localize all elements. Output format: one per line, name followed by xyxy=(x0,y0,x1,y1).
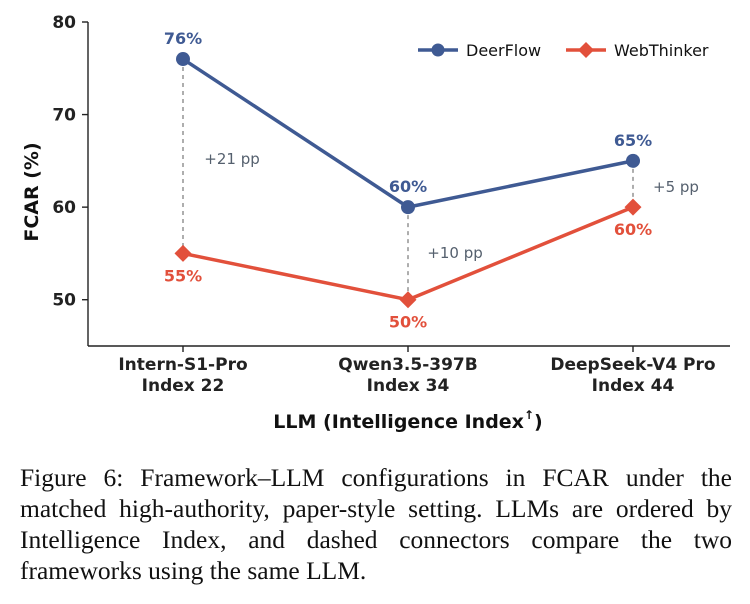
marker-webthinker xyxy=(174,244,192,262)
value-label-webthinker: 55% xyxy=(164,266,202,285)
y-tick-label: 50 xyxy=(52,291,76,311)
x-tick-label-model: DeepSeek-V4 Pro xyxy=(550,355,715,375)
figure-caption: Figure 6: Framework–LLM configurations i… xyxy=(20,463,732,585)
series-line-webthinker xyxy=(182,205,634,302)
legend-item-webthinker: WebThinker xyxy=(566,41,709,60)
gap-label: +21 pp xyxy=(204,150,259,168)
gap-label: +10 pp xyxy=(427,244,482,262)
x-tick-label-model: Qwen3.5-397B xyxy=(338,355,477,375)
series-markers xyxy=(174,52,642,309)
legend-label-deerflow: DeerFlow xyxy=(466,41,541,60)
y-ticks: 50 60 70 80 xyxy=(52,13,88,311)
x-axis-title-sup: ↑ xyxy=(524,408,534,422)
value-label-webthinker: 50% xyxy=(389,313,427,332)
marker-webthinker xyxy=(624,198,642,216)
gap-labels: +21 pp +10 pp +5 pp xyxy=(204,150,699,262)
marker-webthinker xyxy=(399,291,417,309)
x-axis-title-close: ) xyxy=(534,411,543,433)
legend: DeerFlow WebThinker xyxy=(418,41,709,60)
x-tick-label-model: Intern-S1-Pro xyxy=(118,355,247,375)
value-label-deerflow: 60% xyxy=(389,177,427,196)
dashed-connectors xyxy=(182,59,634,300)
legend-marker-deerflow xyxy=(431,43,445,57)
y-axis-title: FCAR (%) xyxy=(21,142,43,241)
x-tick-label-index: Index 22 xyxy=(142,376,225,396)
x-tick-label-index: Index 34 xyxy=(367,376,450,396)
marker-deerflow xyxy=(626,153,640,168)
x-tick-label-index: Index 44 xyxy=(592,376,675,396)
y-tick-label: 70 xyxy=(52,106,76,126)
y-tick-label: 80 xyxy=(52,13,76,33)
y-tick-label: 60 xyxy=(52,198,76,218)
value-labels: 76% 60% 65% 55% 50% 60% xyxy=(164,29,652,332)
value-label-deerflow: 65% xyxy=(614,131,652,150)
legend-item-deerflow: DeerFlow xyxy=(418,41,541,60)
legend-marker-webthinker xyxy=(578,42,594,58)
value-label-webthinker: 60% xyxy=(614,220,652,239)
marker-deerflow xyxy=(401,200,415,215)
x-axis-title-main: LLM (Intelligence Index xyxy=(273,411,524,433)
gap-label: +5 pp xyxy=(653,178,699,196)
x-axis-title: LLM (Intelligence Index↑) xyxy=(273,408,542,433)
legend-label-webthinker: WebThinker xyxy=(614,41,709,60)
value-label-deerflow: 76% xyxy=(164,29,202,48)
marker-deerflow xyxy=(176,52,190,67)
